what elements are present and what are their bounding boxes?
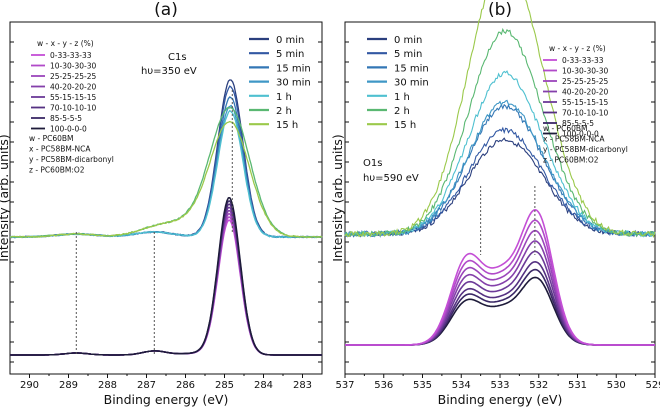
composition-legend-label: 85-5-5-5 xyxy=(562,119,594,128)
component-note: y - PC58BM-dicarbonyl xyxy=(29,155,114,164)
time-legend-label: 1 h xyxy=(276,92,292,103)
composition-legend-label: 70-10-10-10 xyxy=(50,104,97,113)
panel-title: (a) xyxy=(154,0,178,20)
x-tick-label: 284 xyxy=(254,380,273,391)
composition-legend-label: 10-30-30-30 xyxy=(562,67,609,76)
component-note: w - PC60BM xyxy=(543,124,588,133)
series-composition-0-33-33-33 xyxy=(345,208,655,346)
x-axis-label: Binding energy (eV) xyxy=(104,392,229,407)
composition-legend-label: 0-33-33-33 xyxy=(50,51,92,60)
x-tick-label: 536 xyxy=(374,380,393,391)
composition-legend-label: 100-0-0-0 xyxy=(50,125,87,134)
time-legend-label: 0 min xyxy=(276,35,304,46)
component-note: y - PC58BM-dicarbonyl xyxy=(543,145,628,154)
series-composition-40-20-20-20 xyxy=(345,240,655,346)
composition-legend-header: w - x - y - z (%) xyxy=(37,39,94,48)
panel-a: (a) 290 289 288 287 286 285 284 283 Binding energ… xyxy=(0,0,323,407)
series-time-30 min xyxy=(344,99,656,238)
component-note: z - PC60BM:O2 xyxy=(543,156,599,165)
time-legend-label: 15 h xyxy=(276,120,298,131)
series-composition-25-25-25-25 xyxy=(345,229,655,346)
series-time-15 h xyxy=(9,120,323,239)
time-legend-label: 5 min xyxy=(394,49,422,60)
series-time-15 min xyxy=(344,103,656,238)
composition-legend-label: 70-10-10-10 xyxy=(562,109,609,118)
series-composition-85-5-5-5 xyxy=(345,268,655,346)
x-axis-label: Binding energy (eV) xyxy=(438,392,563,407)
x-tick-label: 533 xyxy=(490,380,509,391)
time-legend-label: 2 h xyxy=(276,106,292,117)
component-note: w - PC60BM xyxy=(29,134,74,143)
series-composition-100-0-0-0 xyxy=(10,197,322,356)
x-tick-label: 530 xyxy=(607,380,626,391)
x-tick-label: 285 xyxy=(215,380,234,391)
time-legend-label: 15 h xyxy=(394,120,416,131)
series-composition-0-33-33-33 xyxy=(10,219,322,356)
x-tick-label: 289 xyxy=(59,380,78,391)
composition-legend-label: 25-25-25-25 xyxy=(562,77,609,86)
series-composition-100-0-0-0 xyxy=(345,276,655,346)
component-note: z - PC60BM:O2 xyxy=(29,166,85,175)
core-level-label: O1s xyxy=(363,158,382,169)
x-tick-label: 288 xyxy=(98,380,117,391)
photon-energy-label: hυ=590 eV xyxy=(363,173,419,184)
x-tick-label: 535 xyxy=(413,380,432,391)
composition-legend-label: 25-25-25-25 xyxy=(50,72,97,81)
time-legend-label: 1 h xyxy=(394,92,410,103)
series-composition-10-30-30-30 xyxy=(345,219,655,346)
x-tick-label: 532 xyxy=(529,380,548,391)
series-time-2 h xyxy=(344,27,656,238)
x-tick-label: 287 xyxy=(137,380,156,391)
x-tick-label: 286 xyxy=(176,380,195,391)
x-tick-label: 531 xyxy=(568,380,587,391)
composition-legend-label: 100-0-0-0 xyxy=(562,130,599,139)
x-tick-label: 534 xyxy=(452,380,471,391)
time-legend-label: 0 min xyxy=(394,35,422,46)
time-legend-label: 15 min xyxy=(276,63,311,74)
composition-legend-label: 55-15-15-15 xyxy=(50,93,97,102)
composition-legend-label: 55-15-15-15 xyxy=(562,98,609,107)
series-composition-85-5-5-5 xyxy=(10,200,322,356)
panel-title: (b) xyxy=(488,0,512,20)
core-level-label: C1s xyxy=(168,52,187,63)
plot-frame xyxy=(344,21,656,375)
composition-legend-label: 0-33-33-33 xyxy=(562,56,604,65)
component-note: x - PC58BM-NCA xyxy=(29,145,91,154)
time-legend-label: 2 h xyxy=(394,106,410,117)
time-legend-label: 15 min xyxy=(394,63,429,74)
series-composition-70-10-10-10 xyxy=(345,260,655,346)
component-note: x - PC58BM-NCA xyxy=(543,135,605,144)
time-legend-label: 5 min xyxy=(276,49,304,60)
composition-legend-label: 10-30-30-30 xyxy=(50,62,97,71)
series-time-15 h xyxy=(344,0,656,239)
y-axis-label: Intensity (arb. units) xyxy=(0,134,11,262)
panel-b: (b) 537 536 535 534 533 532 531 530 529 Binding en… xyxy=(330,0,660,407)
composition-legend-label: 85-5-5-5 xyxy=(50,114,82,123)
x-tick-label: 537 xyxy=(335,380,354,391)
x-tick-label: 283 xyxy=(293,380,312,391)
photon-energy-label: hυ=350 eV xyxy=(141,66,197,77)
y-axis-label: Intensity (arb. units) xyxy=(330,134,345,262)
composition-legend-header: w - x - y - z (%) xyxy=(549,44,606,53)
x-tick-label: 290 xyxy=(20,380,39,391)
time-legend-label: 30 min xyxy=(276,78,311,89)
composition-legend-label: 40-20-20-20 xyxy=(562,88,609,97)
composition-legend-label: 40-20-20-20 xyxy=(50,83,97,92)
x-tick-label: 529 xyxy=(645,380,660,391)
time-legend-label: 30 min xyxy=(394,78,429,89)
